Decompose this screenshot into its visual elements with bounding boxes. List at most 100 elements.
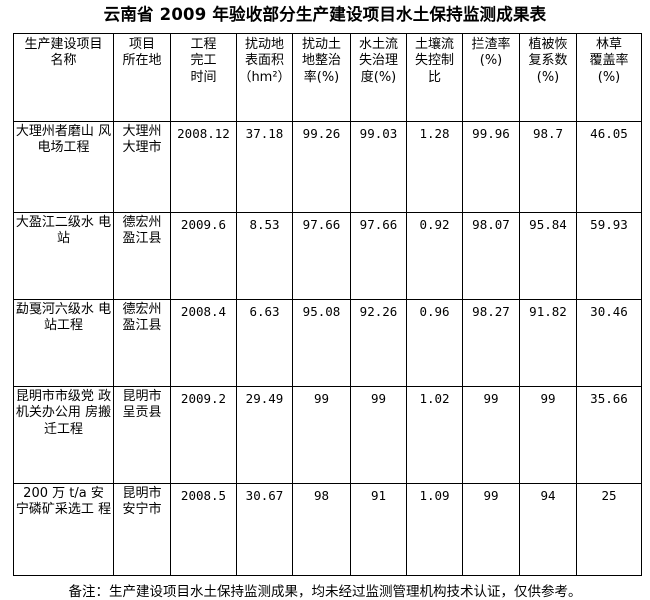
header-row: 生产建设项目 名称 项目 所在地 工程 完工 时间 扰动地 表面积 bbox=[13, 32, 642, 122]
name-line: 大盈江二级水 bbox=[15, 214, 94, 230]
header-line: 名称 bbox=[50, 53, 77, 69]
location-line: 德宏州 bbox=[122, 214, 162, 230]
header-line: 所在地 bbox=[122, 53, 162, 69]
cell-location: 昆明市 呈贡县 bbox=[113, 385, 171, 484]
cell-erosion-control-degree: 99 bbox=[350, 385, 407, 484]
cell-vegetation-recovery-coefficient: 95.84 bbox=[519, 211, 577, 300]
cell-disturbed-area: 8.53 bbox=[236, 211, 293, 300]
header-line: 失治理 bbox=[358, 53, 398, 69]
cell-disturbed-area: 37.18 bbox=[236, 120, 293, 213]
cell-completion-time: 2008.12 bbox=[170, 120, 237, 213]
cell-land-remediation-rate: 99 bbox=[292, 385, 351, 484]
cell-erosion-control-degree: 99.03 bbox=[350, 120, 407, 213]
cell-soil-loss-control-ratio: 1.09 bbox=[406, 482, 463, 576]
column-header-location: 项目 所在地 bbox=[113, 32, 171, 122]
column-header-project-name: 生产建设项目 名称 bbox=[13, 32, 114, 122]
name-line: 电站 bbox=[56, 214, 112, 247]
cell-disturbed-area: 30.67 bbox=[236, 482, 293, 576]
header-line: 完工 bbox=[190, 53, 217, 69]
location-line: 盈江县 bbox=[122, 318, 162, 334]
header-unit: 度(%) bbox=[360, 70, 397, 86]
name-line: 电站工程 bbox=[43, 301, 112, 334]
header-line: 时间 bbox=[190, 70, 217, 86]
cell-vegetation-recovery-coefficient: 94 bbox=[519, 482, 577, 576]
cell-project-name: 勐戛河六级水 电站工程 bbox=[13, 298, 114, 387]
header-line: 水土流 bbox=[358, 36, 398, 52]
name-line: 200 万 t/a 安 bbox=[23, 485, 104, 501]
column-header-disturbed-area: 扰动地 表面积 （hm²） bbox=[236, 32, 293, 122]
cell-completion-time: 2009.6 bbox=[170, 211, 237, 300]
cell-soil-loss-control-ratio: 1.02 bbox=[406, 385, 463, 484]
table-row: 昆明市市级党 政机关办公用 房搬迁工程 昆明市 呈贡县 2009.2 29.49… bbox=[13, 385, 642, 484]
cell-slag-retention-rate: 99.96 bbox=[462, 120, 520, 213]
header-line: 工程 bbox=[190, 36, 217, 52]
cell-slag-retention-rate: 99 bbox=[462, 482, 520, 576]
column-header-soil-loss-control-ratio: 土壤流 失控制 比 bbox=[406, 32, 463, 122]
location-line: 呈贡县 bbox=[122, 405, 162, 421]
cell-completion-time: 2009.2 bbox=[170, 385, 237, 484]
cell-vegetation-recovery-coefficient: 99 bbox=[519, 385, 577, 484]
cell-location: 德宏州 盈江县 bbox=[113, 298, 171, 387]
header-unit: (%) bbox=[536, 70, 560, 86]
cell-slag-retention-rate: 98.27 bbox=[462, 298, 520, 387]
name-line: 宁磷矿采选工 bbox=[15, 502, 94, 518]
cell-project-name: 大盈江二级水 电站 bbox=[13, 211, 114, 300]
header-line: 比 bbox=[427, 70, 441, 86]
header-line: 项目 bbox=[128, 36, 155, 52]
location-line: 昆明市 bbox=[122, 388, 162, 404]
cell-erosion-control-degree: 92.26 bbox=[350, 298, 407, 387]
cell-disturbed-area: 29.49 bbox=[236, 385, 293, 484]
header-line: 复系数 bbox=[528, 53, 568, 69]
table-body: 大理州者磨山 风电场工程 大理州 大理市 2008.12 37.18 99.26… bbox=[13, 120, 642, 576]
table-container: 生产建设项目 名称 项目 所在地 工程 完工 时间 扰动地 表面积 bbox=[0, 32, 650, 576]
name-line: 房搬迁工程 bbox=[43, 405, 112, 438]
header-line: 林草 bbox=[595, 36, 622, 52]
cell-slag-retention-rate: 98.07 bbox=[462, 211, 520, 300]
column-header-vegetation-recovery-coefficient: 植被恢 复系数 (%) bbox=[519, 32, 577, 122]
cell-slag-retention-rate: 99 bbox=[462, 385, 520, 484]
cell-erosion-control-degree: 91 bbox=[350, 482, 407, 576]
column-header-forest-grass-coverage: 林草 覆盖率 (%) bbox=[576, 32, 642, 122]
header-line: 生产建设项目 bbox=[24, 36, 103, 52]
header-unit: (%) bbox=[479, 53, 503, 69]
location-line: 安宁市 bbox=[122, 502, 162, 518]
cell-soil-loss-control-ratio: 0.92 bbox=[406, 211, 463, 300]
table-row: 勐戛河六级水 电站工程 德宏州 盈江县 2008.4 6.63 95.08 92… bbox=[13, 298, 642, 387]
header-line: 扰动土 bbox=[301, 36, 341, 52]
header-line: 拦渣率 bbox=[471, 36, 511, 52]
cell-completion-time: 2008.5 bbox=[170, 482, 237, 576]
location-line: 大理市 bbox=[122, 140, 162, 156]
name-line: 昆明市市级党 bbox=[15, 388, 94, 404]
cell-vegetation-recovery-coefficient: 91.82 bbox=[519, 298, 577, 387]
cell-soil-loss-control-ratio: 0.96 bbox=[406, 298, 463, 387]
cell-forest-grass-coverage: 25 bbox=[576, 482, 642, 576]
location-line: 盈江县 bbox=[122, 231, 162, 247]
cell-project-name: 200 万 t/a 安 宁磷矿采选工 程 bbox=[13, 482, 114, 576]
monitoring-results-table: 生产建设项目 名称 项目 所在地 工程 完工 时间 扰动地 表面积 bbox=[13, 32, 642, 576]
cell-forest-grass-coverage: 46.05 bbox=[576, 120, 642, 213]
location-line: 大理州 bbox=[122, 123, 162, 139]
cell-land-remediation-rate: 95.08 bbox=[292, 298, 351, 387]
cell-disturbed-area: 6.63 bbox=[236, 298, 293, 387]
header-unit: 率(%) bbox=[303, 70, 340, 86]
name-line: 政机关办公用 bbox=[15, 388, 112, 421]
location-line: 昆明市 bbox=[122, 485, 162, 501]
cell-location: 昆明市 安宁市 bbox=[113, 482, 171, 576]
table-row: 大盈江二级水 电站 德宏州 盈江县 2009.6 8.53 97.66 97.6… bbox=[13, 211, 642, 300]
name-line: 勐戛河六级水 bbox=[15, 301, 94, 317]
cell-completion-time: 2008.4 bbox=[170, 298, 237, 387]
cell-location: 德宏州 盈江县 bbox=[113, 211, 171, 300]
cell-location: 大理州 大理市 bbox=[113, 120, 171, 213]
cell-land-remediation-rate: 97.66 bbox=[292, 211, 351, 300]
column-header-erosion-control-degree: 水土流 失治理 度(%) bbox=[350, 32, 407, 122]
cell-project-name: 昆明市市级党 政机关办公用 房搬迁工程 bbox=[13, 385, 114, 484]
cell-forest-grass-coverage: 30.46 bbox=[576, 298, 642, 387]
header-line: 地整治 bbox=[301, 53, 341, 69]
header-line: 土壤流 bbox=[414, 36, 454, 52]
location-line: 德宏州 bbox=[122, 301, 162, 317]
cell-land-remediation-rate: 98 bbox=[292, 482, 351, 576]
column-header-slag-retention-rate: 拦渣率 (%) bbox=[462, 32, 520, 122]
table-header: 生产建设项目 名称 项目 所在地 工程 完工 时间 扰动地 表面积 bbox=[13, 32, 642, 122]
cell-erosion-control-degree: 97.66 bbox=[350, 211, 407, 300]
